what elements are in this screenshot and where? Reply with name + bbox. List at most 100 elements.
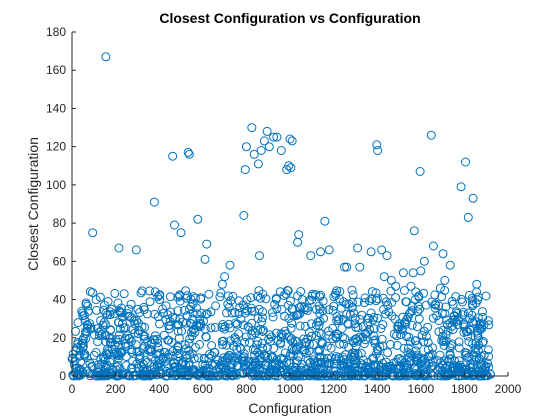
- x-tick-label: 2000: [495, 382, 522, 396]
- scatter-point-band: [362, 363, 372, 373]
- scatter-point-band: [258, 313, 267, 323]
- scatter-point: [255, 251, 264, 261]
- scatter-point-band: [227, 308, 237, 318]
- scatter-point-band: [433, 356, 443, 366]
- scatter-point-band: [277, 353, 287, 363]
- scatter-point-band: [105, 333, 115, 343]
- scatter-point-band: [272, 363, 282, 373]
- scatter-point-band: [447, 296, 457, 306]
- scatter-point: [241, 142, 251, 152]
- y-tick-label: 180: [46, 25, 66, 39]
- scatter-point-band: [101, 320, 111, 330]
- scatter-point-band: [427, 370, 437, 380]
- scatter-point-band: [114, 334, 124, 344]
- scatter-point-band: [190, 293, 200, 303]
- scatter-point-band: [467, 296, 477, 306]
- scatter-point-band: [271, 294, 281, 304]
- scatter-point-band: [173, 357, 183, 367]
- scatter-point-band: [253, 369, 263, 379]
- scatter-point-band: [170, 313, 180, 323]
- scatter-point-band: [315, 352, 325, 362]
- scatter-point-band: [427, 349, 437, 359]
- scatter-point-band: [83, 306, 93, 316]
- scatter-point-band: [446, 341, 456, 351]
- scatter-point-band: [145, 286, 154, 296]
- scatter-point-band: [94, 331, 104, 341]
- scatter-point-band: [369, 324, 379, 334]
- scatter-point-band: [254, 363, 264, 373]
- scatter-point-band: [87, 361, 97, 371]
- scatter-point-band: [337, 324, 347, 333]
- scatter-point-band: [372, 344, 382, 354]
- scatter-point: [256, 146, 266, 155]
- scatter-point-band: [270, 299, 280, 309]
- scatter-point-band: [477, 307, 487, 317]
- scatter-point-band: [350, 350, 360, 360]
- scatter-point: [184, 149, 194, 159]
- scatter-point-band: [345, 359, 355, 369]
- scatter-point-band: [110, 340, 120, 350]
- scatter-point: [416, 266, 426, 276]
- scatter-point-band: [376, 324, 386, 333]
- scatter-point-band: [245, 362, 255, 372]
- scatter-point-band: [423, 322, 433, 332]
- scatter-point-band: [80, 316, 90, 326]
- scatter-point-band: [223, 291, 233, 301]
- scatter-point-band: [206, 323, 216, 333]
- scatter-point-band: [342, 309, 352, 319]
- scatter-point-band: [250, 350, 260, 360]
- scatter-point-band: [172, 345, 182, 355]
- scatter-point-band: [357, 310, 367, 320]
- scatter-point-band: [358, 355, 368, 365]
- scatter-point-band: [210, 348, 220, 358]
- scatter-point-band: [309, 340, 318, 349]
- scatter-point-band: [324, 305, 334, 315]
- scatter-point-band: [145, 297, 155, 307]
- scatter-point-band: [91, 348, 101, 357]
- scatter-point-band: [353, 366, 363, 375]
- scatter-point-band: [117, 308, 127, 318]
- scatter-point-band: [94, 327, 104, 337]
- scatter-point: [386, 275, 396, 285]
- scatter-point-band: [454, 343, 464, 353]
- scatter-point: [200, 254, 210, 264]
- scatter-point-band: [364, 296, 374, 306]
- scatter-point-band: [233, 354, 243, 364]
- scatter-point-band: [264, 370, 274, 380]
- scatter-point-band: [239, 356, 249, 366]
- scatter-point-band: [178, 317, 188, 327]
- scatter-point-band: [284, 313, 294, 323]
- scatter-point-band: [348, 359, 358, 369]
- scatter-point-band: [201, 366, 211, 376]
- scatter-point-band: [462, 353, 472, 363]
- scatter-point: [225, 260, 235, 270]
- scatter-point-band: [132, 315, 142, 325]
- scatter-point-band: [421, 331, 431, 341]
- scatter-point-band: [426, 351, 436, 361]
- scatter-point-band: [229, 341, 238, 351]
- scatter-point-band: [133, 304, 143, 314]
- scatter-point-band: [332, 316, 342, 325]
- scatter-point-band: [252, 340, 262, 350]
- scatter-point-band: [209, 361, 219, 371]
- scatter-point-band: [369, 354, 379, 364]
- scatter-point-band: [454, 315, 464, 325]
- scatter-point-band: [175, 296, 185, 306]
- scatter-point-band: [240, 308, 250, 318]
- scatter-point: [426, 130, 436, 140]
- scatter-point-band: [106, 325, 115, 335]
- scatter-point-band: [107, 344, 117, 354]
- scatter-point-band: [462, 327, 471, 337]
- scatter-point: [316, 247, 325, 257]
- scatter-point-band: [268, 308, 277, 317]
- scatter-point-band: [210, 322, 220, 332]
- scatter-point: [440, 275, 450, 285]
- scatter-point-band: [277, 304, 287, 314]
- scatter-point: [149, 197, 159, 207]
- scatter-point: [353, 243, 363, 253]
- scatter-point-band: [335, 294, 344, 304]
- scatter-point-band: [103, 310, 113, 320]
- scatter-point-band: [342, 361, 352, 371]
- scatter-point-band: [292, 343, 302, 353]
- scatter-point-band: [78, 339, 87, 349]
